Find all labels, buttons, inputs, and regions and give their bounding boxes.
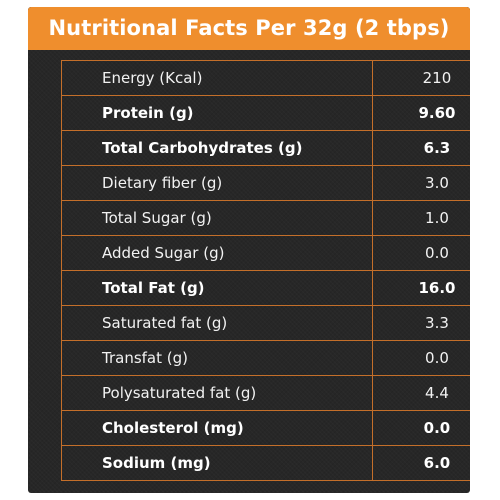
nutrient-label: Cholesterol (mg)	[61, 410, 373, 446]
nutrient-value: 210	[371, 60, 470, 96]
nutrient-label: Added Sugar (g)	[61, 235, 373, 271]
table-row: Saturated fat (g) 3.3	[61, 305, 470, 341]
nutrient-value: 3.3	[371, 305, 470, 341]
nutrient-label: Energy (Kcal)	[61, 60, 373, 96]
nutrient-value: 6.3	[371, 130, 470, 166]
table-row: Total Carbohydrates (g) 6.3	[61, 130, 470, 166]
nutrient-label: Sodium (mg)	[61, 445, 373, 481]
nutrient-label: Transfat (g)	[61, 340, 373, 376]
table-row: Protein (g) 9.60	[61, 95, 470, 131]
nutrition-facts-panel: Nutritional Facts Per 32g (2 tbps) Energ…	[28, 7, 470, 493]
nutrient-value: 3.0	[371, 165, 470, 201]
nutrient-label: Dietary fiber (g)	[61, 165, 373, 201]
nutrient-label: Saturated fat (g)	[61, 305, 373, 341]
nutrient-value: 4.4	[371, 375, 470, 411]
table-row: Total Fat (g) 16.0	[61, 270, 470, 306]
nutrient-label: Total Sugar (g)	[61, 200, 373, 236]
table-row: Transfat (g) 0.0	[61, 340, 470, 376]
nutrient-value: 1.0	[371, 200, 470, 236]
table-row: Sodium (mg) 6.0	[61, 445, 470, 481]
nutrition-facts-title: Nutritional Facts Per 32g (2 tbps)	[48, 16, 450, 40]
nutrient-label: Total Carbohydrates (g)	[61, 130, 373, 166]
table-row: Polysaturated fat (g) 4.4	[61, 375, 470, 411]
table-row: Total Sugar (g) 1.0	[61, 200, 470, 236]
table-row: Energy (Kcal) 210	[61, 60, 470, 96]
table-row: Added Sugar (g) 0.0	[61, 235, 470, 271]
nutrient-value: 0.0	[371, 340, 470, 376]
nutrient-label: Polysaturated fat (g)	[61, 375, 373, 411]
table-row: Dietary fiber (g) 3.0	[61, 165, 470, 201]
nutrient-label: Protein (g)	[61, 95, 373, 131]
nutrient-value: 16.0	[371, 270, 470, 306]
nutrient-value: 0.0	[371, 235, 470, 271]
nutrient-label: Total Fat (g)	[61, 270, 373, 306]
nutrition-table: Energy (Kcal) 210 Protein (g) 9.60 Total…	[61, 60, 470, 481]
nutrient-value: 9.60	[371, 95, 470, 131]
nutrient-value: 0.0	[371, 410, 470, 446]
header-band	[28, 7, 470, 50]
table-row: Cholesterol (mg) 0.0	[61, 410, 470, 446]
nutrient-value: 6.0	[371, 445, 470, 481]
